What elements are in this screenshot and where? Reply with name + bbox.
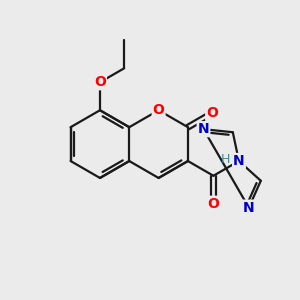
Text: O: O <box>206 106 218 120</box>
Text: N: N <box>233 154 245 168</box>
Text: N: N <box>198 122 209 136</box>
Text: O: O <box>153 103 164 117</box>
Text: O: O <box>94 75 106 89</box>
Text: O: O <box>208 197 219 211</box>
Text: N: N <box>233 154 245 168</box>
Text: H: H <box>221 153 230 166</box>
Text: N: N <box>243 201 255 214</box>
